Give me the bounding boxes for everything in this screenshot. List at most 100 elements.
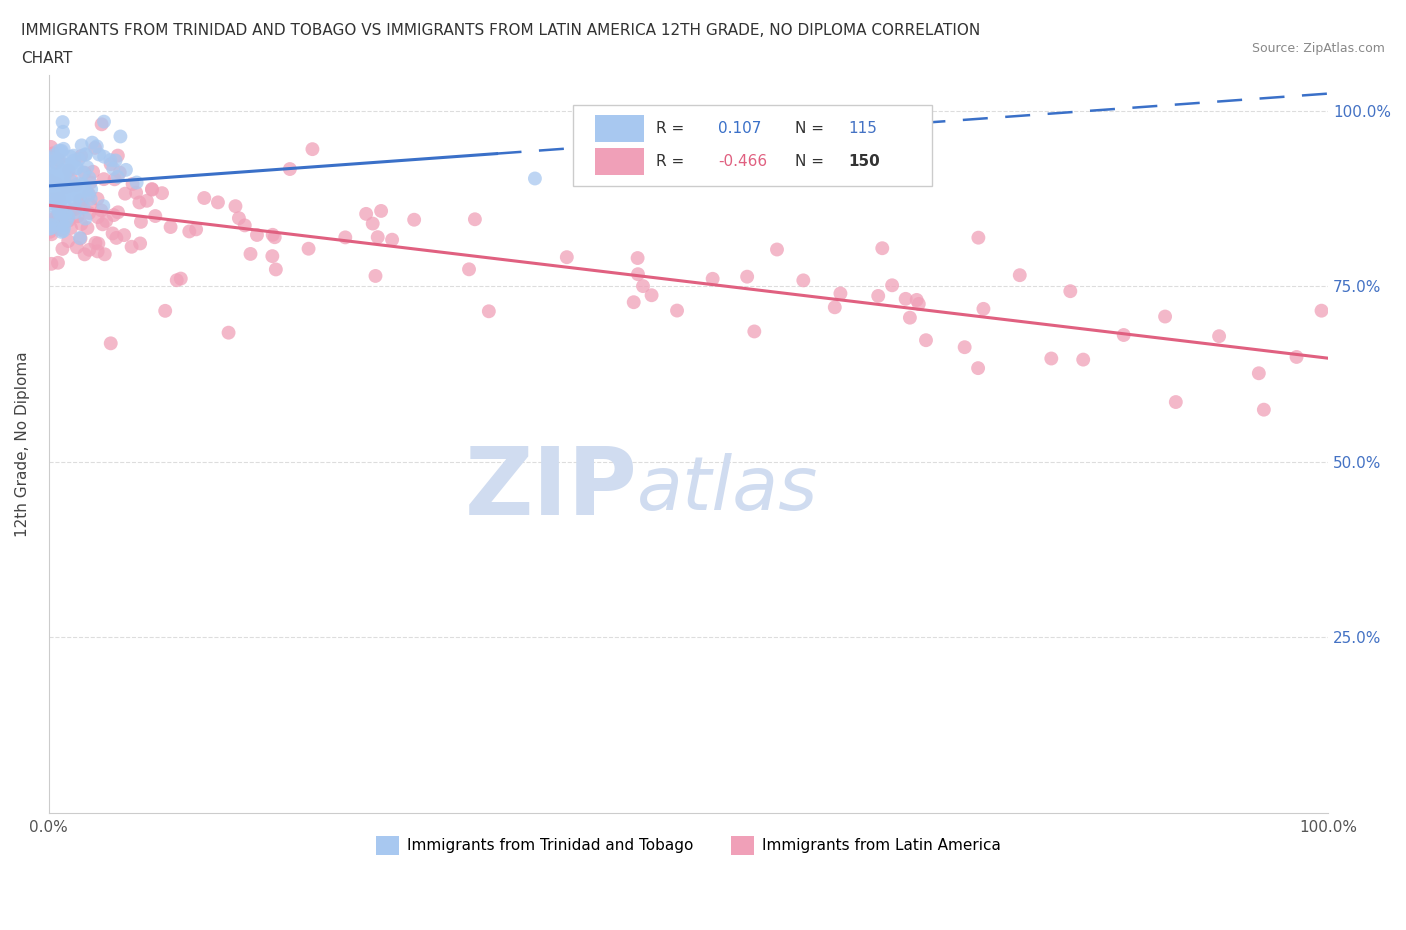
Point <box>364 269 387 284</box>
Point <box>640 287 662 302</box>
Point <box>90 117 112 132</box>
Text: 150: 150 <box>848 154 880 169</box>
Point <box>297 241 319 256</box>
Point <box>48 206 70 221</box>
Point <box>87 236 110 251</box>
Point <box>262 227 284 242</box>
Point <box>39 173 62 188</box>
Y-axis label: 12th Grade, No Diploma: 12th Grade, No Diploma <box>15 352 30 538</box>
Text: N =: N = <box>794 154 828 169</box>
Point <box>121 177 143 192</box>
Point <box>41 210 63 225</box>
Point <box>66 209 89 224</box>
Point <box>52 223 75 238</box>
Point <box>80 181 103 196</box>
Text: N =: N = <box>794 121 828 136</box>
Point <box>58 209 80 224</box>
Point <box>905 292 928 307</box>
Point <box>75 147 97 162</box>
Point <box>96 214 118 229</box>
Text: CHART: CHART <box>21 51 73 66</box>
Point <box>62 148 84 163</box>
Point <box>1112 327 1135 342</box>
Point <box>52 217 75 232</box>
Point <box>79 175 101 190</box>
Point <box>1208 328 1230 343</box>
Point <box>458 262 481 277</box>
Text: ZIP: ZIP <box>464 443 637 535</box>
Point <box>55 213 77 228</box>
Point <box>129 215 152 230</box>
Point <box>792 272 814 287</box>
Point <box>73 166 96 180</box>
Point <box>301 141 323 156</box>
Point <box>55 179 77 194</box>
Point <box>623 295 645 310</box>
Point <box>49 213 72 228</box>
Text: 0.107: 0.107 <box>718 121 761 136</box>
Point <box>101 226 124 241</box>
Point <box>49 190 72 205</box>
Point <box>1059 284 1081 299</box>
Point <box>239 246 262 261</box>
Point <box>103 172 125 187</box>
Point <box>41 184 63 199</box>
Point <box>141 181 163 196</box>
Point <box>59 204 82 219</box>
Point <box>207 195 229 210</box>
Point <box>66 185 89 200</box>
Point <box>42 146 65 161</box>
Point <box>41 180 63 195</box>
Point <box>52 125 75 140</box>
Point <box>830 286 852 301</box>
Point <box>39 195 62 210</box>
Point <box>141 182 163 197</box>
Point <box>48 185 70 200</box>
Point <box>49 212 72 227</box>
Point <box>41 179 63 193</box>
Point <box>159 219 181 234</box>
Point <box>335 230 357 245</box>
Bar <box>595 149 644 175</box>
Point <box>967 361 990 376</box>
Point <box>79 197 101 212</box>
Point <box>53 206 76 221</box>
Point <box>67 152 90 166</box>
Point <box>39 151 62 166</box>
Point <box>744 324 766 339</box>
FancyBboxPatch shape <box>574 105 932 186</box>
Point <box>58 180 80 195</box>
Point <box>166 272 188 287</box>
Point <box>86 192 108 206</box>
Point <box>52 114 75 129</box>
Point <box>45 166 67 180</box>
Point <box>1247 365 1270 380</box>
Point <box>972 301 994 316</box>
Point <box>63 205 86 219</box>
Bar <box>595 115 644 142</box>
Point <box>72 177 94 192</box>
Point <box>46 170 69 185</box>
Text: Source: ZipAtlas.com: Source: ZipAtlas.com <box>1251 42 1385 55</box>
Point <box>67 185 90 200</box>
Point <box>46 153 69 167</box>
Point <box>125 185 148 200</box>
Point <box>39 166 62 180</box>
Point <box>48 176 70 191</box>
Point <box>907 297 929 312</box>
Point <box>72 166 94 180</box>
Point <box>94 246 117 261</box>
Point <box>53 193 76 208</box>
Point <box>39 221 62 236</box>
Point <box>39 140 62 154</box>
Point <box>66 240 89 255</box>
Point <box>76 160 98 175</box>
Point <box>72 200 94 215</box>
Point <box>42 214 65 229</box>
Point <box>129 236 152 251</box>
Point <box>46 256 69 271</box>
Point <box>65 178 87 193</box>
Point <box>112 228 135 243</box>
Point <box>56 183 79 198</box>
Point <box>69 178 91 193</box>
